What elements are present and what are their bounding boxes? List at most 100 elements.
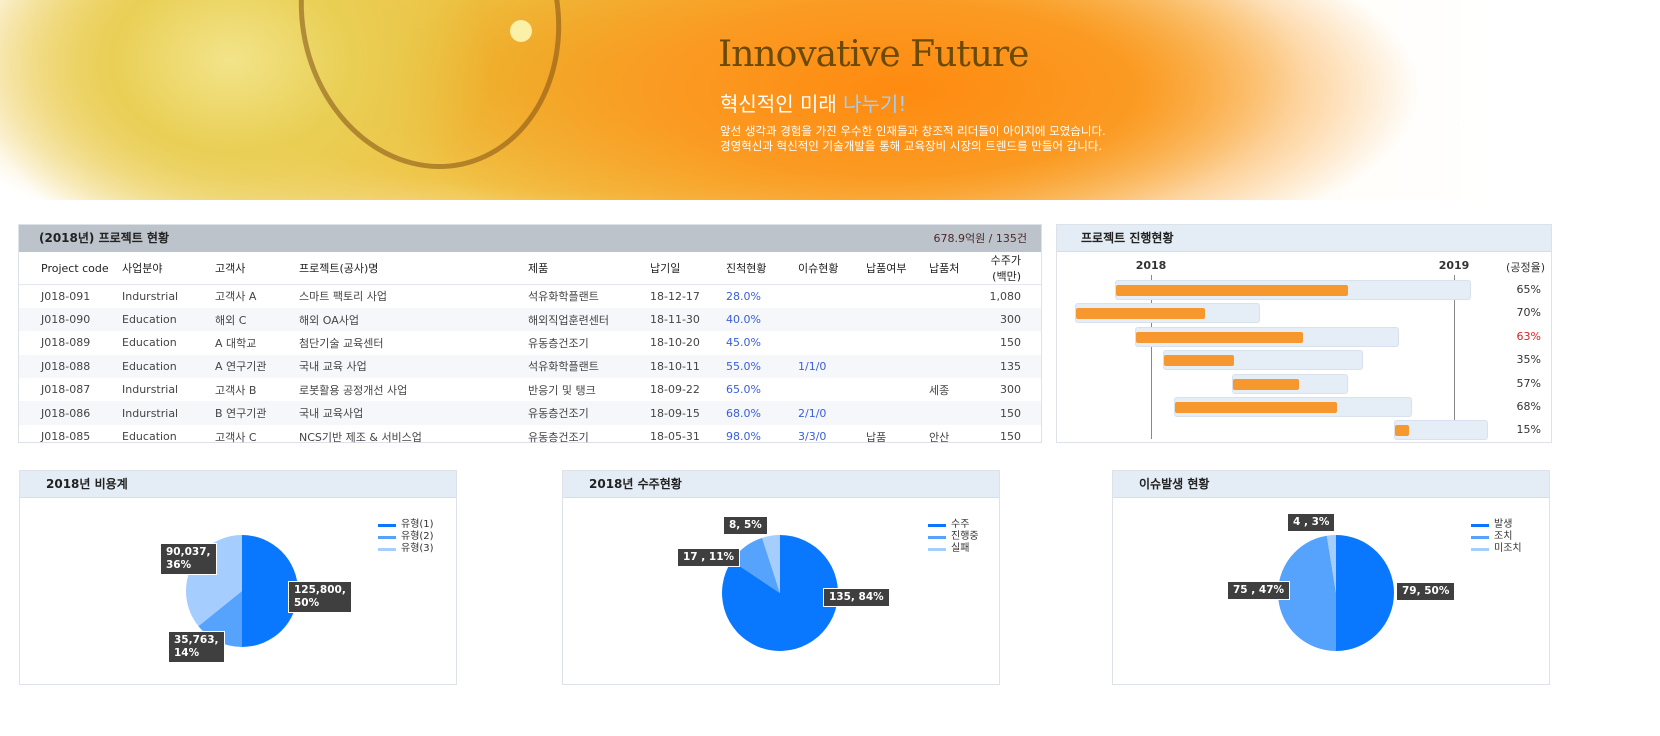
pie-slice[interactable] bbox=[242, 535, 298, 647]
table-cell: Education bbox=[122, 359, 177, 373]
column-header[interactable]: 납기일 bbox=[650, 252, 726, 285]
hero-banner: Innovative Future 혁신적인 미래 나누기! 앞선 생각과 경험… bbox=[0, 0, 1660, 200]
column-header[interactable]: 고객사 bbox=[215, 252, 299, 285]
legend-item[interactable]: 유형(2) bbox=[378, 531, 434, 543]
progress-percent: 57% bbox=[1516, 376, 1541, 390]
legend-swatch bbox=[378, 523, 396, 527]
table-cell: 150 bbox=[1000, 430, 1021, 444]
table-row[interactable]: J018-085 Education 고객사 C NCS기반 제조 & 서비스업 유동층… bbox=[19, 425, 1041, 448]
table-cell: 300 bbox=[1000, 383, 1021, 397]
column-header[interactable]: 프로젝트(공사)명 bbox=[299, 252, 528, 285]
column-header[interactable]: 납품여부 bbox=[866, 252, 929, 285]
progress-bar[interactable] bbox=[1233, 378, 1300, 390]
table-cell bbox=[798, 285, 866, 308]
cost-pie-panel: 2018년 비용계 125,800, 50% 35,763, 14% 90,037,… bbox=[19, 470, 457, 685]
project-progress-panel: 프로젝트 진행현황 2018 2019 (공정율) 65% 70% 63% 35% 57… bbox=[1056, 224, 1552, 443]
progress-bar[interactable] bbox=[1395, 425, 1410, 437]
column-header[interactable]: 납품처 bbox=[929, 252, 979, 285]
table-cell: NCS기반 제조 & 서비스업 bbox=[299, 430, 422, 444]
legend-item[interactable]: 진행중 bbox=[928, 531, 979, 543]
table-cell: 유동층건조기 bbox=[528, 336, 589, 350]
legend-label: 유형(2) bbox=[401, 531, 434, 542]
table-cell bbox=[866, 308, 929, 331]
planned-bar[interactable] bbox=[1394, 420, 1489, 441]
table-cell: 55.0% bbox=[726, 359, 761, 373]
table-cell bbox=[929, 331, 979, 354]
pie-slice[interactable] bbox=[1326, 535, 1336, 593]
table-cell: 68.0% bbox=[726, 406, 761, 420]
legend-item[interactable]: 조치 bbox=[1471, 531, 1522, 543]
table-cell: J018-091 bbox=[41, 289, 91, 303]
table-cell: 45.0% bbox=[726, 336, 761, 350]
table-cell: J018-088 bbox=[41, 359, 91, 373]
legend-swatch bbox=[378, 535, 396, 539]
column-header[interactable]: Project code bbox=[19, 252, 122, 285]
table-cell: 300 bbox=[1000, 313, 1021, 327]
pie-chart bbox=[1278, 535, 1394, 651]
table-cell: 고객사 C bbox=[215, 430, 257, 444]
table-cell: 고객사 A bbox=[215, 290, 257, 304]
column-header[interactable]: 수주가(백만) bbox=[979, 252, 1041, 285]
table-cell: 해외 C bbox=[215, 313, 247, 327]
table-cell: Education bbox=[122, 336, 177, 350]
table-cell: 세종 bbox=[929, 383, 950, 397]
table-cell: Indurstrial bbox=[122, 383, 179, 397]
progress-percent: 15% bbox=[1516, 423, 1541, 437]
slice-data-label: 90,037, 36% bbox=[160, 543, 217, 575]
project-status-panel: (2018년) 프로젝트 현황 678.9억원 / 135건 Project co… bbox=[18, 224, 1042, 444]
progress-bar[interactable] bbox=[1116, 285, 1348, 296]
legend-item[interactable]: 실패 bbox=[928, 543, 979, 555]
pie-slice[interactable] bbox=[731, 537, 780, 593]
legend-item[interactable]: 수주 bbox=[928, 519, 979, 531]
legend-label: 발생 bbox=[1494, 519, 1513, 530]
table-cell: 40.0% bbox=[726, 313, 761, 327]
progress-bar[interactable] bbox=[1136, 331, 1303, 343]
column-header[interactable]: 사업분야 bbox=[122, 252, 215, 285]
column-header[interactable]: 진척현황 bbox=[726, 252, 798, 285]
column-header[interactable]: 이슈현황 bbox=[798, 252, 866, 285]
panel-header: 프로젝트 진행현황 bbox=[1057, 225, 1551, 252]
progress-bar[interactable] bbox=[1075, 308, 1206, 320]
table-row[interactable]: J018-086 Indurstrial B 연구기관 국내 교육사업 유동층건조기 18… bbox=[19, 401, 1041, 425]
table-cell: 28.0% bbox=[726, 289, 761, 303]
pie-slice[interactable] bbox=[762, 535, 780, 593]
pie-slice[interactable] bbox=[1278, 535, 1336, 651]
table-header-row: Project code 사업분야 고객사 프로젝트(공사)명 제품 납기일 진척현황 이슈현… bbox=[19, 252, 1041, 285]
column-header[interactable]: 제품 bbox=[528, 252, 650, 285]
panel-title: 프로젝트 진행현황 bbox=[1081, 231, 1174, 245]
table-cell: B 연구기관 bbox=[215, 407, 267, 421]
table-cell: A 대학교 bbox=[215, 336, 257, 350]
summary-total: 678.9억원 / 135건 bbox=[933, 232, 1027, 245]
table-row[interactable]: J018-090 Education 해외 C 해외 OA사업 해외직업훈련센터 18-1… bbox=[19, 307, 1041, 332]
legend-item[interactable]: 발생 bbox=[1471, 519, 1522, 531]
table-row[interactable]: J018-091 Indurstrial 고객사 A 스마트 팩토리 사업 석유화학플랜… bbox=[19, 285, 1041, 308]
table-cell: Education bbox=[122, 430, 177, 444]
table-cell: J018-087 bbox=[41, 383, 91, 397]
table-row[interactable]: J018-088 Education A 연구기관 국내 교육 사업 석유화학플랜트 18… bbox=[19, 354, 1041, 379]
progress-bar[interactable] bbox=[1163, 355, 1234, 367]
table-cell: 150 bbox=[1000, 406, 1021, 420]
issues-pie-panel: 이슈발생 현황 79, 50% 75 , 47% 4 , 3% 발생 조치 미조치 bbox=[1112, 470, 1550, 685]
table-row[interactable]: J018-089 Education A 대학교 첨단기술 교육센터 유동층건조기 18-… bbox=[19, 331, 1041, 354]
table-cell: 국내 교육 사업 bbox=[299, 360, 367, 374]
table-cell bbox=[866, 331, 929, 354]
legend-item[interactable]: 유형(3) bbox=[378, 543, 434, 555]
table-cell: 유동층건조기 bbox=[528, 430, 589, 444]
unit-label: (공정율) bbox=[1506, 261, 1545, 274]
table-cell: 해외직업훈련센터 bbox=[528, 313, 609, 327]
year-gridline bbox=[1454, 275, 1455, 439]
table-row[interactable]: J018-087 Indurstrial 고객사 B 로봇활용 공정개선 사업 반응기 … bbox=[19, 378, 1041, 401]
progress-bar[interactable] bbox=[1175, 402, 1337, 413]
table-cell: Indurstrial bbox=[122, 289, 179, 303]
pie-chart bbox=[722, 535, 838, 651]
table-cell: 로봇활용 공정개선 사업 bbox=[299, 383, 408, 397]
legend-label: 실패 bbox=[951, 543, 970, 554]
table-cell: Indurstrial bbox=[122, 406, 179, 420]
legend-label: 유형(3) bbox=[401, 543, 434, 554]
table-cell: 국내 교육사업 bbox=[299, 407, 364, 421]
slice-data-label: 8, 5% bbox=[723, 516, 768, 535]
table-cell bbox=[798, 331, 866, 354]
legend-item[interactable]: 유형(1) bbox=[378, 519, 434, 531]
pie-slice[interactable] bbox=[1336, 535, 1394, 651]
legend-item[interactable]: 미조치 bbox=[1471, 543, 1522, 555]
